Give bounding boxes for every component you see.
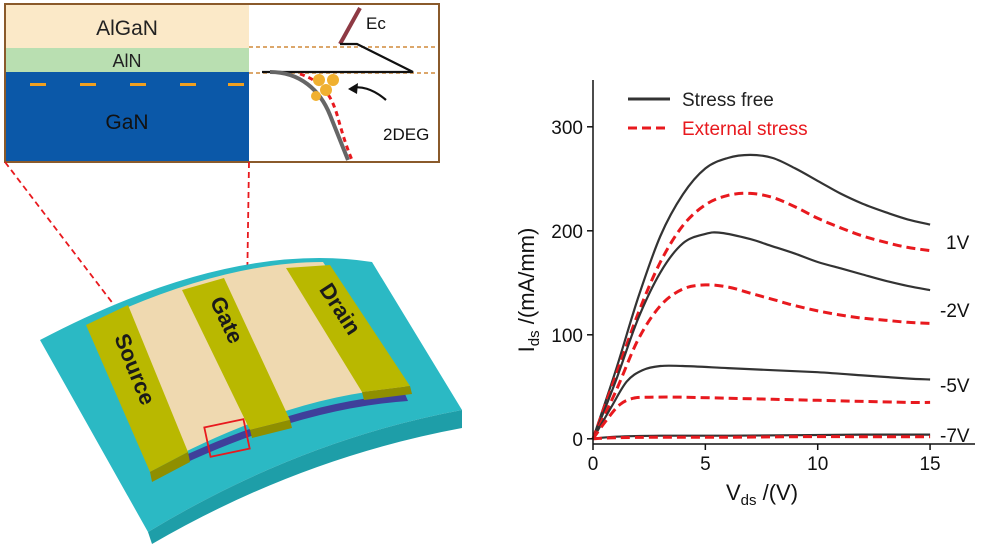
gate-label-1v: 1V: [946, 233, 970, 254]
gate-label-minus2v: -2V: [940, 301, 970, 322]
conduction-band-edge: [262, 42, 414, 74]
aln-layer: [5, 48, 249, 72]
curve-stress-free-1v: [591, 153, 931, 440]
x-tick-label: 10: [807, 454, 828, 475]
band-panel: [249, 4, 439, 162]
aln-label: AlN: [112, 51, 141, 71]
chart-curves: [591, 153, 931, 441]
twodeg-label: 2DEG: [383, 125, 429, 144]
algan-label: AlGaN: [96, 17, 158, 40]
algan-layer: [5, 4, 249, 48]
curve-external-stress-minus5v: [591, 395, 931, 440]
x-tick-label: 5: [700, 454, 711, 475]
gan-label: GaN: [105, 111, 148, 134]
gate-label-minus7v: -7V: [940, 426, 970, 447]
zoom-box: [203, 418, 251, 458]
curve-external-stress-minus2v: [591, 283, 931, 440]
curve-external-stress-minus7v: [592, 435, 931, 441]
x-ticks: 0 5 10 15: [588, 444, 941, 475]
device: Source Gate Drain: [40, 258, 462, 544]
x-tick-label: 0: [588, 454, 599, 475]
y-tick-label: 300: [551, 118, 583, 139]
gate-electrode: [182, 278, 290, 430]
inset-frame: [4, 3, 440, 163]
curve-stress-free-minus2v: [591, 231, 931, 440]
twodeg-arrow-head: [348, 83, 358, 94]
y-ticks: 0 100 200 300: [551, 118, 593, 451]
twodeg-dashes: [30, 83, 244, 86]
layer-inset: AlGaN AlN GaN Ec 2DEG: [4, 3, 440, 163]
electron-cluster: [311, 74, 339, 101]
y-tick-label: 0: [572, 430, 583, 451]
legend-label-external-stress: External stress: [682, 119, 808, 140]
conduction-band-algan: [338, 7, 362, 45]
x-tick-label: 15: [919, 454, 940, 475]
y-tick-label: 100: [551, 326, 583, 347]
legend: Stress free External stress: [628, 90, 808, 140]
drain-electrode: [286, 265, 410, 392]
y-axis-title: Ids /(mA/mm): [514, 228, 543, 353]
channel-stripe: [150, 394, 408, 478]
curve-stress-free-minus5v: [592, 364, 931, 440]
legend-label-stress-free: Stress free: [682, 90, 774, 111]
gan-layer: [5, 72, 249, 162]
ec-label: Ec: [366, 14, 386, 33]
gan-band-solid: [269, 70, 350, 161]
curve-external-stress-1v: [591, 191, 931, 440]
substrate-edge: [148, 410, 462, 544]
source-electrode: [86, 305, 188, 472]
y-tick-label: 200: [551, 222, 583, 243]
gate-label-minus5v: -5V: [940, 376, 970, 397]
x-axis-title: Vds /(V): [726, 480, 798, 509]
